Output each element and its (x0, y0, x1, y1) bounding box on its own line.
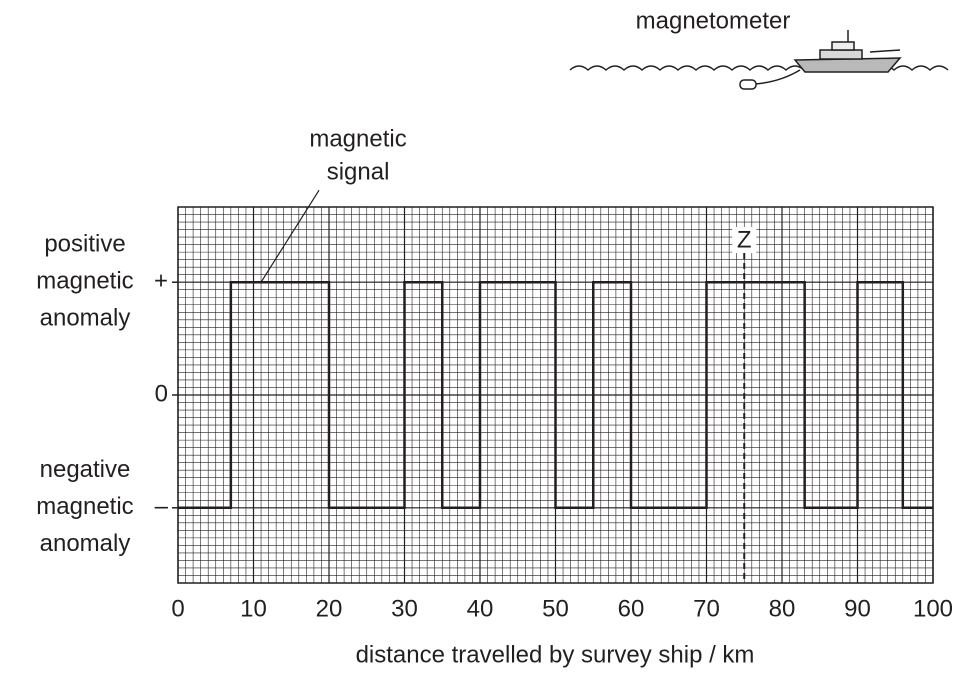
x-tick-label: 0 (171, 595, 184, 622)
annotation-leader (260, 189, 320, 283)
x-tick-label: 30 (391, 595, 418, 622)
x-tick-label: 80 (769, 595, 796, 622)
y-tick-label: + (154, 268, 168, 295)
x-tick-label: 90 (844, 595, 871, 622)
x-tick-label: 50 (542, 595, 569, 622)
marker-label: Z (737, 226, 752, 253)
illustration-label: magnetometer (636, 7, 791, 34)
ship-illustration (569, 30, 949, 90)
y-tick-label: – (155, 493, 169, 520)
y-tick-note: magnetic (36, 493, 133, 520)
annotation-text: magnetic (309, 126, 406, 153)
x-tick-label: 20 (316, 595, 343, 622)
y-tick-label: 0 (155, 380, 168, 407)
plot: Z (178, 189, 933, 583)
y-tick-note: anomaly (40, 305, 131, 332)
x-axis-label: distance travelled by survey ship / km (356, 641, 755, 668)
marker-label-bg (732, 227, 757, 253)
y-tick-note: negative (40, 456, 131, 483)
annotation-text: signal (327, 159, 390, 186)
x-tick-label: 60 (618, 595, 645, 622)
y-tick-note: anomaly (40, 530, 131, 557)
signal-line (178, 280, 933, 510)
y-tick-note: positive (44, 231, 125, 258)
x-tick-label: 10 (240, 595, 267, 622)
x-tick-label: 100 (913, 595, 953, 622)
x-tick-label: 70 (693, 595, 720, 622)
grid (172, 206, 934, 584)
x-tick-label: 40 (467, 595, 494, 622)
y-tick-note: magnetic (36, 268, 133, 295)
